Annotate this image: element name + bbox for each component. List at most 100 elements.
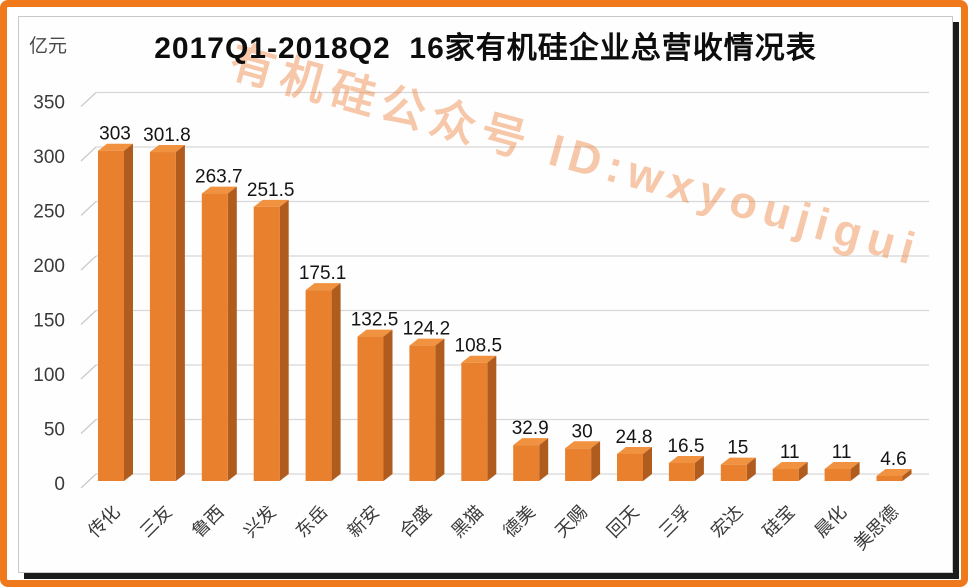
bar-top-face [617, 446, 652, 454]
bar-front-face [565, 448, 592, 481]
y-tick-label: 300 [33, 147, 65, 168]
bar-side-face [798, 462, 808, 481]
bar-group: 175.1 东岳 [292, 263, 347, 541]
x-axis-label: 东岳 [292, 502, 332, 542]
chart-panel: 亿元 2017Q1-2018Q2 16家有机硅企业总营收情况表 0 50 100 15… [18, 16, 953, 573]
bar-front-face [149, 152, 176, 481]
bar-top-face [513, 438, 549, 446]
bar-front-face [305, 290, 332, 481]
tick-connector [80, 473, 97, 489]
bar-side-face [279, 199, 289, 482]
tick-connector [80, 201, 97, 216]
bar-group: 11 晨化 [811, 442, 860, 541]
tick-connector [80, 364, 97, 380]
bar-top-face [876, 468, 912, 476]
bar-front-face [409, 345, 436, 481]
y-tick-label: 150 [33, 311, 65, 332]
bar-front-face [201, 193, 228, 481]
bar-side-face [331, 283, 341, 481]
bar-group: 24.8 回天 [603, 427, 652, 541]
x-axis-label: 宏达 [707, 502, 747, 542]
bar-side-face [591, 441, 601, 481]
bar-value-label: 301.8 [143, 125, 191, 146]
bar-group: 108.5 黑猫 [448, 336, 503, 542]
bar-value-label: 108.5 [455, 336, 503, 357]
y-tick-label: 250 [33, 202, 65, 223]
bar-value-label: 16.5 [667, 436, 704, 457]
bar-value-label: 24.8 [616, 427, 653, 448]
bar-top-face [149, 145, 185, 153]
bar-top-face [201, 186, 237, 194]
bar-front-face [461, 362, 488, 481]
bar-group: 251.5 兴发 [240, 180, 295, 541]
bar-value-label: 251.5 [247, 180, 295, 201]
bar-front-face [824, 469, 851, 481]
bar-value-label: 11 [832, 442, 852, 463]
bar-front-face [513, 445, 540, 481]
bar-top-face [720, 457, 756, 465]
y-tick-label: 0 [54, 474, 65, 495]
bars: 303 传化 301.8 三友 263.7 鲁西 251.5 兴发 175.1 东岳 132.5 新安… [84, 124, 912, 554]
bar-side-face [746, 457, 756, 481]
bar-front-face [720, 464, 747, 481]
bar-side-face [175, 145, 185, 481]
bar-group: 132.5 新安 [344, 310, 399, 542]
bar-group: 32.9 德美 [499, 418, 548, 541]
bar-side-face [694, 456, 704, 481]
bar-top-face [565, 441, 601, 449]
bar-group: 11 硅宝 [759, 442, 808, 541]
tick-connector [80, 255, 97, 271]
bar-value-label: 124.2 [403, 319, 451, 340]
bar-top-face [305, 283, 341, 291]
bar-value-label: 32.9 [512, 418, 549, 439]
bar-top-face [772, 462, 808, 470]
x-axis-label: 晨化 [811, 502, 851, 542]
bar-top-face [253, 199, 289, 207]
bar-group: 16.5 三孚 [655, 436, 704, 541]
x-axis-label: 合盛 [396, 502, 436, 542]
bar-group: 30 天赐 [551, 421, 601, 542]
tick-connector [80, 146, 97, 162]
bar-side-face [383, 329, 393, 481]
y-tick-label: 200 [33, 256, 65, 277]
tick-connector [80, 92, 97, 107]
y-tick-label: 100 [33, 365, 65, 386]
x-axis-label: 三友 [136, 502, 176, 542]
bar-top-face [668, 456, 704, 464]
bar-side-face [435, 338, 445, 481]
bar-value-label: 15 [727, 438, 748, 459]
bar-side-face [850, 462, 860, 481]
x-axis-label: 三孚 [655, 502, 695, 542]
x-axis-label: 兴发 [240, 502, 280, 542]
bar-value-label: 30 [572, 421, 593, 442]
x-axis-label: 鲁西 [188, 502, 228, 542]
x-axis-label: 硅宝 [759, 502, 799, 542]
bar-value-label: 303 [99, 124, 131, 145]
bar-value-label: 132.5 [351, 310, 399, 331]
x-axis-label: 黑猫 [448, 502, 488, 542]
bar-chart: 0 50 100 150 200 250 300 350 303 传化 301.8 三友 263.7 鲁西… [33, 91, 929, 554]
x-axis-label: 回天 [603, 502, 643, 542]
bar-front-face [357, 336, 384, 481]
x-axis-label: 美思德 [850, 502, 902, 554]
chart-title: 2017Q1-2018Q2 16家有机硅企业总营收情况表 [154, 32, 817, 65]
bar-value-label: 4.6 [880, 449, 906, 470]
y-axis-grid: 0 50 100 150 200 250 300 350 [33, 91, 929, 495]
bar-group: 301.8 三友 [136, 125, 191, 541]
bar-side-face [487, 355, 497, 481]
x-axis-label: 天赐 [551, 502, 591, 542]
tick-connector [80, 419, 97, 434]
y-tick-label: 50 [44, 420, 65, 441]
bar-front-face [772, 469, 799, 481]
bar-group: 15 宏达 [707, 438, 756, 542]
bar-top-face [409, 338, 445, 346]
bar-front-face [253, 206, 280, 482]
bar-front-face [668, 463, 695, 481]
bar-side-face [124, 143, 133, 481]
x-axis-label: 新安 [344, 502, 384, 542]
bar-group: 263.7 鲁西 [188, 167, 243, 542]
bar-front-face [876, 475, 903, 481]
y-axis-unit-label: 亿元 [29, 36, 68, 57]
bar-group: 124.2 合盛 [396, 319, 451, 542]
